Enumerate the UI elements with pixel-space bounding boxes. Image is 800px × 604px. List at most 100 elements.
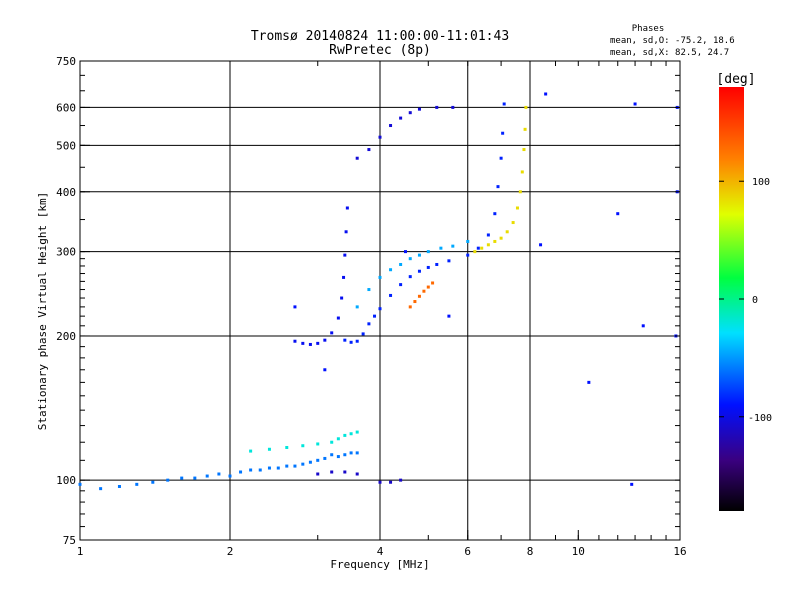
data-point xyxy=(496,185,500,189)
data-point xyxy=(389,124,393,128)
data-point xyxy=(435,105,439,109)
data-point xyxy=(408,305,412,309)
data-point xyxy=(323,338,327,342)
data-point xyxy=(417,294,421,298)
data-point xyxy=(330,331,334,335)
data-point xyxy=(316,472,320,476)
data-point xyxy=(267,447,271,451)
data-point xyxy=(355,156,359,160)
data-point xyxy=(389,293,393,297)
data-point xyxy=(344,230,348,234)
data-point xyxy=(135,482,139,486)
data-point xyxy=(447,314,451,318)
data-point xyxy=(522,148,526,152)
data-point xyxy=(417,107,421,111)
data-point xyxy=(293,305,297,309)
data-point xyxy=(342,275,346,279)
data-point xyxy=(336,437,340,441)
data-point xyxy=(267,466,271,470)
y-tick-label: 100 xyxy=(56,474,76,487)
data-point xyxy=(355,305,359,309)
data-point xyxy=(408,275,412,279)
data-point xyxy=(336,455,340,459)
data-point xyxy=(417,269,421,273)
data-point xyxy=(316,341,320,345)
data-point xyxy=(239,470,243,474)
data-point xyxy=(285,464,289,468)
data-point xyxy=(399,283,403,287)
data-point xyxy=(78,482,82,486)
data-point xyxy=(151,480,155,484)
y-tick-label: 200 xyxy=(56,330,76,343)
data-point xyxy=(417,253,421,257)
data-point xyxy=(361,332,365,336)
data-point xyxy=(343,453,347,457)
data-point xyxy=(308,342,312,346)
data-point xyxy=(515,206,519,210)
data-point xyxy=(520,170,524,174)
data-point xyxy=(217,472,221,476)
data-point xyxy=(422,289,426,293)
data-point xyxy=(523,127,527,131)
data-point xyxy=(505,230,509,234)
data-point xyxy=(330,453,334,457)
x-axis: 1 2 4 6 8 10 16 xyxy=(77,61,687,558)
data-point xyxy=(413,300,417,304)
data-point xyxy=(355,430,359,434)
y-axis: 75 100 200 300 400 500 600 750 xyxy=(56,55,680,547)
data-point xyxy=(343,338,347,342)
data-point xyxy=(403,250,407,254)
y-tick-label: 300 xyxy=(56,246,76,259)
y-axis-label: Stationary phase Virtual Height [km] xyxy=(36,192,49,430)
data-point xyxy=(343,253,347,257)
data-point xyxy=(633,102,637,106)
data-point xyxy=(466,253,470,257)
data-point xyxy=(323,368,327,372)
data-point xyxy=(340,296,344,300)
phases-heading: Phases xyxy=(632,24,665,34)
data-point xyxy=(193,476,197,480)
data-point xyxy=(389,480,393,484)
data-point xyxy=(336,316,340,320)
colorbar-ticks: 100 0 -100 xyxy=(719,177,772,424)
data-point xyxy=(630,482,634,486)
data-point xyxy=(408,257,412,261)
colorbar-tick-label: 100 xyxy=(752,177,770,188)
data-points xyxy=(78,92,679,491)
x-tick-label: 1 xyxy=(77,545,84,558)
data-point xyxy=(343,433,347,437)
data-point xyxy=(367,148,371,152)
data-point xyxy=(323,456,327,460)
data-point xyxy=(435,262,439,266)
y-tick-label: 750 xyxy=(56,55,76,68)
data-point xyxy=(301,462,305,466)
data-point xyxy=(378,275,382,279)
phases-o-stats: mean, sd,O: -75.2, 18.6 xyxy=(610,36,735,46)
data-point xyxy=(355,339,359,343)
data-point xyxy=(367,322,371,326)
data-point xyxy=(399,116,403,120)
data-point xyxy=(355,472,359,476)
data-point xyxy=(349,432,353,436)
y-tick-label: 400 xyxy=(56,186,76,199)
data-point xyxy=(205,474,209,478)
data-point xyxy=(518,190,522,194)
data-point xyxy=(301,444,305,448)
data-point xyxy=(426,250,430,254)
y-tick-label: 600 xyxy=(56,101,76,114)
data-point xyxy=(276,466,280,470)
data-point xyxy=(349,451,353,455)
x-axis-label: Frequency [MHz] xyxy=(330,558,429,571)
data-point xyxy=(343,470,347,474)
data-point xyxy=(308,460,312,464)
data-point xyxy=(228,474,232,478)
data-point xyxy=(117,484,121,488)
data-point xyxy=(426,285,430,289)
x-tick-label: 6 xyxy=(464,545,471,558)
data-point xyxy=(180,476,184,480)
data-point xyxy=(451,244,455,248)
colorbar-tick-label: -100 xyxy=(748,413,772,424)
y-tick-label: 75 xyxy=(63,534,76,547)
data-point xyxy=(447,259,451,263)
data-point xyxy=(431,281,435,285)
